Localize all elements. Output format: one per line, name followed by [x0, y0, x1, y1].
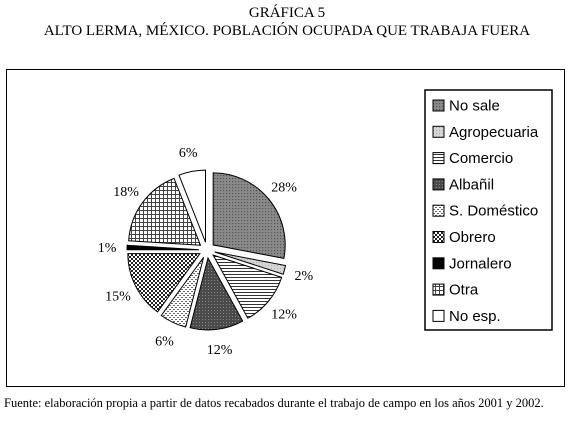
legend-entry-label: Otra [449, 282, 479, 299]
pie-percent-label: 2% [295, 269, 314, 284]
pie-slice-no-esp- [178, 169, 207, 243]
legend-box [424, 89, 553, 331]
pie-slice-s-dom-stico [160, 256, 205, 328]
pie-slice-otra [128, 177, 202, 246]
source-note: Fuente: elaboración propia a partir de d… [4, 396, 544, 410]
legend-swatch [432, 99, 445, 112]
pie-slice-jornalero [126, 244, 200, 251]
pie-chart: 28% 2% 12% 12% 6% 15% 1% 18% 6% No sale Agropecua… [98, 89, 553, 358]
pie-slice-comercio [212, 254, 283, 319]
chart-title: ALTO LERMA, MÉXICO. POBLACIÓN OCUPADA QU… [43, 23, 531, 39]
pie-slice-obrero [127, 253, 201, 313]
pie-percent-label: 28% [271, 180, 297, 195]
legend-entry-label: Agropecuaria [449, 124, 539, 141]
chart-frame: 28% 2% 12% 12% 6% 15% 1% 18% 6% No sale Agropecua… [6, 69, 565, 387]
legend-entry-label: Albañil [449, 176, 494, 193]
pie-slice-alba-il [189, 256, 244, 331]
legend-entry-label: Jornalero [449, 255, 512, 272]
legend-entry-label: S. Doméstico [449, 203, 538, 220]
legend-swatch [432, 283, 445, 296]
pie-slice-no-sale [212, 172, 286, 259]
legend-swatch [432, 204, 445, 217]
pie-slice-agropecuaria [214, 251, 287, 275]
legend-swatch [432, 309, 445, 322]
legend-swatch [432, 231, 445, 243]
pie-percent-label: 12% [207, 343, 233, 358]
legend-entry-label: No sale [449, 98, 500, 115]
figure-number: GRÁFICA 5 [248, 5, 326, 21]
pie-percent-label: 15% [105, 289, 131, 304]
pie-percent-label: 6% [155, 334, 174, 349]
legend-entry-label: No esp. [449, 308, 501, 325]
legend-swatch [432, 152, 445, 165]
pie-percent-label: 6% [179, 146, 198, 161]
legend-swatch [432, 257, 445, 270]
legend-swatch [432, 178, 445, 191]
pie-percent-label: 18% [113, 185, 139, 200]
legend-swatch [432, 125, 445, 138]
legend-entry-label: Comercio [449, 150, 513, 167]
pie-percent-label: 1% [98, 241, 117, 256]
pie-percent-label: 12% [271, 308, 297, 323]
legend-entry-label: Obrero [449, 229, 496, 246]
